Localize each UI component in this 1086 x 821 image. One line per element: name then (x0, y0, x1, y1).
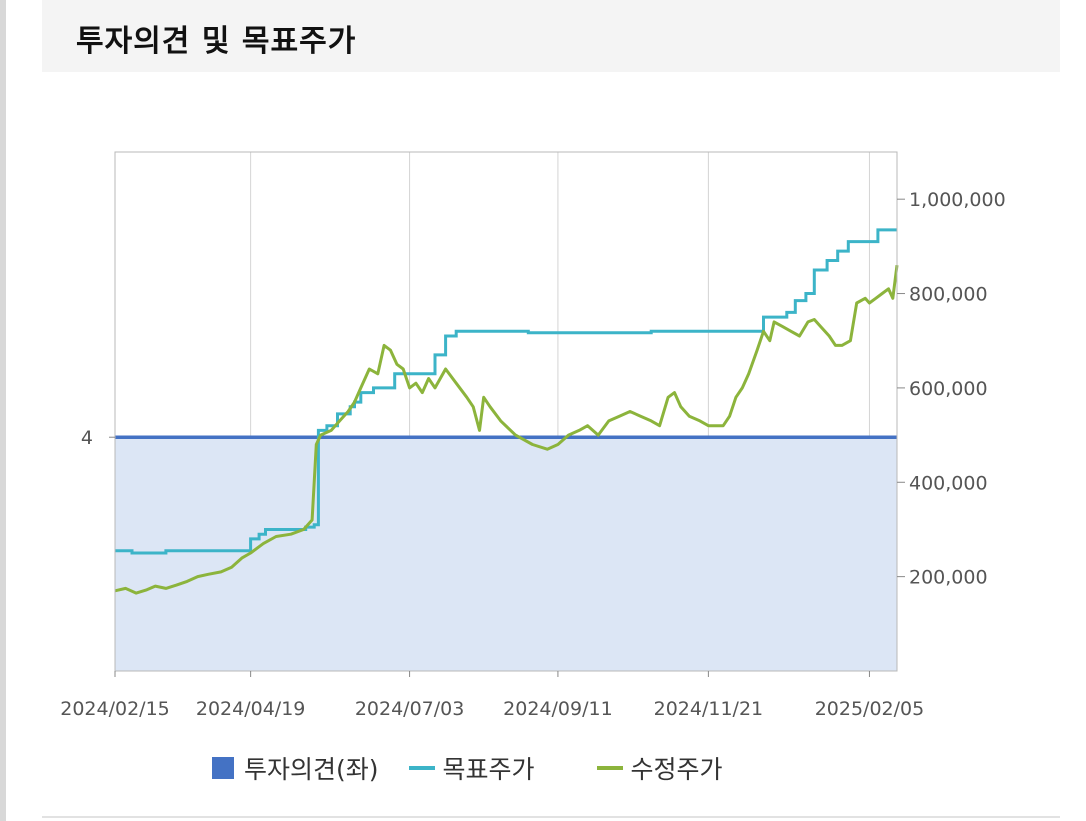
x-tick-label: 2024/07/03 (355, 698, 465, 720)
adjusted-price-line (114, 265, 899, 595)
section-title: 투자의견 및 목표주가 (76, 24, 357, 59)
right-tick-label: 200,000 (909, 567, 988, 589)
right-tick-label: 1,000,000 (909, 189, 1006, 211)
x-tick-label: 2024/02/15 (60, 698, 170, 720)
section-header: 투자의견 및 목표주가 (42, 0, 1060, 72)
series-lines (114, 228, 899, 595)
legend-swatch-target (408, 766, 435, 770)
legend-item-adjusted: 수정주가 (596, 750, 723, 786)
left-tick-label: 4 (81, 427, 93, 449)
plot-frame (114, 151, 898, 672)
bottom-rule (42, 816, 1060, 818)
opinion-area (115, 437, 897, 671)
right-tick-label: 600,000 (909, 378, 988, 400)
legend-label-adjusted: 수정주가 (630, 755, 723, 784)
legend-item-target: 목표주가 (408, 750, 535, 786)
legend-swatch-opinion (212, 757, 234, 779)
legend-swatch-adjusted (596, 766, 623, 770)
opinion-area-fill (115, 437, 897, 671)
legend-label-opinion: 투자의견(좌) (244, 755, 379, 784)
right-tick-label: 800,000 (909, 284, 988, 306)
x-tick-label: 2025/02/05 (815, 698, 925, 720)
left-edge-rule (0, 0, 6, 821)
x-tick-label: 2024/04/19 (196, 698, 306, 720)
target-price-line (115, 228, 897, 555)
right-tick-label: 400,000 (909, 472, 988, 494)
legend-item-opinion: 투자의견(좌) (212, 750, 379, 786)
x-tick-label: 2024/11/21 (654, 698, 764, 720)
chart-legend: 투자의견(좌) 목표주가 수정주가 (212, 748, 753, 788)
axis-labels: 2024/02/15 2024/04/19 2024/07/03 2024/09/11… (60, 189, 1005, 720)
legend-label-target: 목표주가 (442, 755, 535, 784)
x-tick-label: 2024/09/11 (503, 698, 613, 720)
